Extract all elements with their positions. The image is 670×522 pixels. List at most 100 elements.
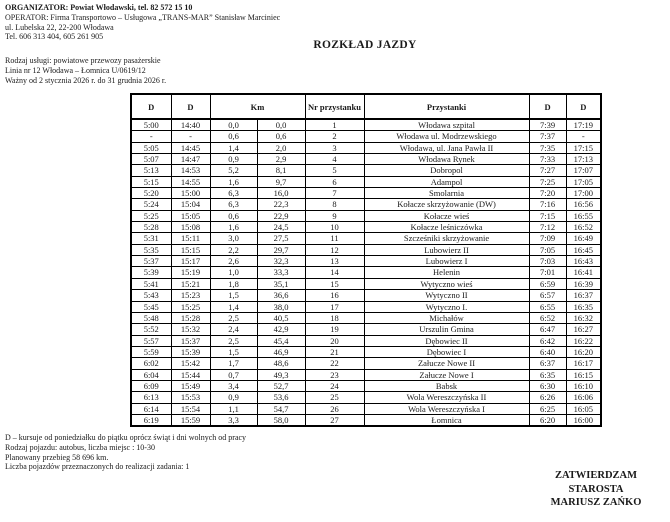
- table-cell: 22,3: [256, 198, 306, 211]
- table-row: 5:48 15:28 2,5 40,5 18 Michałów 6:52 16:32: [130, 311, 602, 325]
- table-cell: 6:20: [528, 413, 567, 427]
- table-cell: Michałów: [363, 311, 530, 325]
- table-cell: 6:26: [528, 391, 567, 404]
- table-cell: Włodawa szpital: [363, 118, 530, 132]
- table-cell: Dobropol: [363, 164, 530, 177]
- table-cell: 29,7: [256, 243, 306, 257]
- table-cell: 16:05: [565, 402, 602, 415]
- col-header-d3: D: [528, 93, 567, 120]
- table-cell: 45,4: [256, 334, 306, 347]
- operator-line: OPERATOR: Firma Transportowo – Usługowa …: [5, 12, 281, 22]
- table-cell: 15:54: [170, 402, 211, 415]
- table-cell: Dębowiec I: [363, 345, 530, 359]
- table-cell: Lubowierz II: [363, 243, 530, 257]
- table-cell: 15:15: [170, 243, 211, 257]
- table-cell: 16:49: [565, 232, 602, 245]
- table-cell: 5:15: [130, 175, 172, 189]
- table-cell: 2,4: [209, 323, 258, 336]
- table-cell: 38,0: [256, 300, 306, 313]
- table-cell: 15:04: [170, 198, 211, 211]
- table-row: 5:59 15:39 1,5 46,9 21 Dębowiec I 6:40 16:20: [130, 345, 602, 359]
- table-cell: 15:19: [170, 266, 211, 279]
- table-cell: -: [130, 130, 172, 143]
- table-cell: 6:14: [130, 402, 172, 415]
- table-cell: 35,1: [256, 277, 306, 291]
- table-cell: 16:35: [565, 300, 602, 313]
- table-cell: 7:05: [528, 243, 567, 257]
- table-cell: 32,3: [256, 255, 306, 268]
- table-cell: 15:25: [170, 300, 211, 313]
- table-cell: 16:10: [565, 379, 602, 393]
- table-cell: 14:55: [170, 175, 211, 189]
- table-row: 5:45 15:25 1,4 38,0 17 Wytyczno I. 6:55 16:35: [130, 300, 602, 313]
- table-cell: 16:22: [565, 334, 602, 347]
- table-cell: 1,8: [209, 277, 258, 291]
- organizer-info-block: ORGANIZATOR: Powiat Włodawski, tel. 82 5…: [5, 3, 280, 42]
- table-cell: 2,5: [209, 334, 258, 347]
- table-cell: Włodawa Rynek: [363, 153, 530, 166]
- table-cell: 5:43: [130, 289, 172, 302]
- signatory-name: MARIUSZ ZAŃKO: [550, 497, 642, 508]
- table-cell: 1,0: [209, 266, 258, 279]
- table-cell: 0,9: [209, 153, 258, 166]
- table-cell: 6:02: [130, 357, 172, 370]
- timetable: D D Km Nr przystanku Przystanki D D 5:00…: [130, 93, 603, 428]
- col-header-stop-number: Nr przystanku: [304, 93, 365, 120]
- table-cell: 16:56: [565, 198, 602, 211]
- table-row: 5:20 15:00 6,3 16,0 7 Smolarnia 7:20 17:00: [130, 187, 602, 200]
- table-cell: 6:35: [528, 368, 567, 381]
- table-cell: Włodawa ul. Modrzewskiego: [363, 130, 530, 143]
- table-cell: Kołacze skrzyżowanie (DW): [363, 198, 530, 211]
- table-cell: 5:28: [130, 221, 172, 234]
- table-cell: 0,7: [209, 368, 258, 381]
- table-cell: 16,0: [256, 187, 306, 200]
- table-row: 6:09 15:49 3,4 52,7 24 Babsk 6:30 16:10: [130, 379, 602, 393]
- table-cell: 17:07: [565, 164, 602, 177]
- table-row: 5:52 15:32 2,4 42,9 19 Urszulin Gmina 6:47 16:2…: [130, 323, 602, 336]
- footer-notes-block: D – kursuje od poniedziałku do piątku op…: [5, 433, 246, 472]
- table-header-row: D D Km Nr przystanku Przystanki D D: [130, 93, 602, 120]
- table-cell: 54,7: [256, 402, 306, 415]
- phone-line: Tel. 606 313 404, 605 261 905: [5, 32, 104, 42]
- table-cell: Wola Wereszczyńska I: [363, 402, 530, 415]
- table-cell: 3: [304, 141, 365, 155]
- table-row: 6:19 15:59 3,3 58,0 27 Łomnica 6:20 16:00: [130, 413, 602, 427]
- table-row: 6:14 15:54 1,1 54,7 26 Wola Wereszczyńska I 6:…: [130, 402, 602, 415]
- table-cell: 0,9: [209, 391, 258, 404]
- table-cell: 15:00: [170, 187, 211, 200]
- table-cell: 7:09: [528, 232, 567, 245]
- table-cell: 5:41: [130, 277, 172, 291]
- table-cell: 46,9: [256, 345, 306, 359]
- table-row: 5:41 15:21 1,8 35,1 15 Wytyczno wieś 6:59 16:39: [130, 277, 602, 291]
- timetable-body: 5:00 14:40 0,0 0,0 1 Włodawa szpital 7:39 17:19…: [130, 118, 602, 427]
- table-cell: 6:55: [528, 300, 567, 313]
- table-cell: 36,6: [256, 289, 306, 302]
- table-cell: 7:27: [528, 164, 567, 177]
- table-cell: 2,5: [209, 311, 258, 325]
- table-cell: Włodawa, ul. Jana Pawła II: [363, 141, 530, 155]
- table-cell: 14:47: [170, 153, 211, 166]
- table-cell: 5:57: [130, 334, 172, 347]
- table-cell: 18: [304, 311, 365, 325]
- table-cell: 49,3: [256, 368, 306, 381]
- table-row: 6:02 15:42 1,7 48,6 22 Załucze Nowe II 6:37 16:…: [130, 357, 602, 370]
- table-cell: 40,5: [256, 311, 306, 325]
- table-row: 5:43 15:23 1,5 36,6 16 Wytyczno II 6:57 16:37: [130, 289, 602, 302]
- table-cell: -: [565, 130, 602, 143]
- table-cell: 6:19: [130, 413, 172, 427]
- table-cell: 1,4: [209, 300, 258, 313]
- table-cell: 5:35: [130, 243, 172, 257]
- table-cell: 7: [304, 187, 365, 200]
- table-cell: 23: [304, 368, 365, 381]
- table-cell: 5:24: [130, 198, 172, 211]
- col-header-d1: D: [130, 93, 172, 120]
- table-cell: 3,3: [209, 413, 258, 427]
- table-cell: 12: [304, 243, 365, 257]
- approval-label: ZATWIERDZAM: [554, 470, 638, 481]
- table-cell: 15:59: [170, 413, 211, 427]
- table-cell: 14:53: [170, 164, 211, 177]
- table-cell: 16:52: [565, 221, 602, 234]
- validity-line: Ważny od 2 stycznia 2026 r. do 31 grudni…: [5, 75, 167, 85]
- table-cell: 14:45: [170, 141, 211, 155]
- table-row: 6:04 15:44 0,7 49,3 23 Załucze Nowe I 6:35 16:1…: [130, 368, 602, 381]
